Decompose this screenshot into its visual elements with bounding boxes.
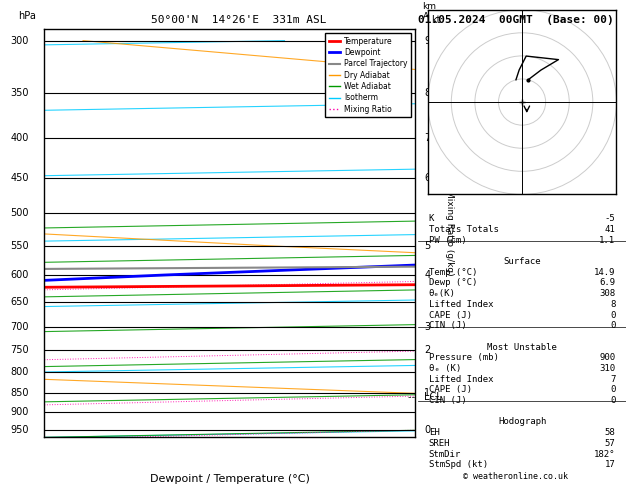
Text: SREH: SREH <box>429 439 450 448</box>
Text: kt: kt <box>431 15 441 25</box>
Legend: Temperature, Dewpoint, Parcel Trajectory, Dry Adiabat, Wet Adiabat, Isotherm, Mi: Temperature, Dewpoint, Parcel Trajectory… <box>325 33 411 117</box>
Text: 17: 17 <box>604 460 615 469</box>
Text: 5: 5 <box>425 241 431 251</box>
Text: 1.1: 1.1 <box>599 236 615 245</box>
Text: 14.9: 14.9 <box>594 268 615 277</box>
Text: 9: 9 <box>425 35 430 46</box>
Text: θₑ(K): θₑ(K) <box>429 289 455 298</box>
Text: 700: 700 <box>11 322 29 332</box>
Text: 750: 750 <box>11 346 29 355</box>
Text: -5: -5 <box>604 214 615 224</box>
Text: CIN (J): CIN (J) <box>429 396 466 405</box>
Text: hPa: hPa <box>18 11 36 21</box>
Text: Most Unstable: Most Unstable <box>487 343 557 352</box>
Text: 650: 650 <box>11 297 29 307</box>
Text: K: K <box>429 214 434 224</box>
Text: 600: 600 <box>11 270 29 280</box>
Text: 300: 300 <box>11 35 29 46</box>
Text: 6: 6 <box>425 173 430 183</box>
Text: 308: 308 <box>599 289 615 298</box>
Text: 8: 8 <box>610 300 615 309</box>
Text: 2: 2 <box>425 346 431 355</box>
Text: 58: 58 <box>604 428 615 437</box>
Text: 50°00'N  14°26'E  331m ASL: 50°00'N 14°26'E 331m ASL <box>151 15 327 25</box>
Text: km
ASL: km ASL <box>423 1 440 21</box>
Text: StmSpd (kt): StmSpd (kt) <box>429 460 487 469</box>
Text: Surface: Surface <box>503 257 541 266</box>
Text: 182°: 182° <box>594 450 615 459</box>
Text: StmDir: StmDir <box>429 450 461 459</box>
Text: 0: 0 <box>425 425 430 435</box>
Text: 4: 4 <box>425 270 430 280</box>
Text: 7: 7 <box>610 375 615 384</box>
Text: 1: 1 <box>425 388 430 398</box>
Text: 0: 0 <box>610 321 615 330</box>
Text: 400: 400 <box>11 133 29 143</box>
Text: 7: 7 <box>425 133 431 143</box>
Text: Lifted Index: Lifted Index <box>429 300 493 309</box>
Text: 800: 800 <box>11 367 29 377</box>
Text: Lifted Index: Lifted Index <box>429 375 493 384</box>
Text: Dewpoint / Temperature (°C): Dewpoint / Temperature (°C) <box>150 474 309 484</box>
Text: EH: EH <box>429 428 440 437</box>
Text: Mixing Ratio (g/kg): Mixing Ratio (g/kg) <box>445 191 454 276</box>
Text: 41: 41 <box>604 225 615 234</box>
Text: 450: 450 <box>11 173 29 183</box>
Text: 0: 0 <box>610 385 615 395</box>
Text: Totals Totals: Totals Totals <box>429 225 499 234</box>
Text: 3: 3 <box>425 322 430 332</box>
Text: 550: 550 <box>11 241 29 251</box>
Text: CAPE (J): CAPE (J) <box>429 385 472 395</box>
Text: Temp (°C): Temp (°C) <box>429 268 477 277</box>
Text: CIN (J): CIN (J) <box>429 321 466 330</box>
Text: © weatheronline.co.uk: © weatheronline.co.uk <box>464 472 568 481</box>
Text: 310: 310 <box>599 364 615 373</box>
Text: 8: 8 <box>425 88 430 98</box>
Text: θₑ (K): θₑ (K) <box>429 364 461 373</box>
Text: Pressure (mb): Pressure (mb) <box>429 353 499 363</box>
Text: 900: 900 <box>599 353 615 363</box>
Text: 950: 950 <box>11 425 29 435</box>
Text: 0: 0 <box>610 396 615 405</box>
Text: LCL: LCL <box>425 392 442 402</box>
Text: PW (cm): PW (cm) <box>429 236 466 245</box>
Text: CAPE (J): CAPE (J) <box>429 311 472 320</box>
Text: 6.9: 6.9 <box>599 278 615 288</box>
Text: 57: 57 <box>604 439 615 448</box>
Text: 900: 900 <box>11 407 29 417</box>
Text: 01.05.2024  00GMT  (Base: 00): 01.05.2024 00GMT (Base: 00) <box>418 15 614 25</box>
Text: 350: 350 <box>11 88 29 98</box>
Text: 0: 0 <box>610 311 615 320</box>
Text: Hodograph: Hodograph <box>498 417 546 427</box>
Text: Dewp (°C): Dewp (°C) <box>429 278 477 288</box>
Text: 500: 500 <box>11 208 29 218</box>
Text: 850: 850 <box>11 388 29 398</box>
